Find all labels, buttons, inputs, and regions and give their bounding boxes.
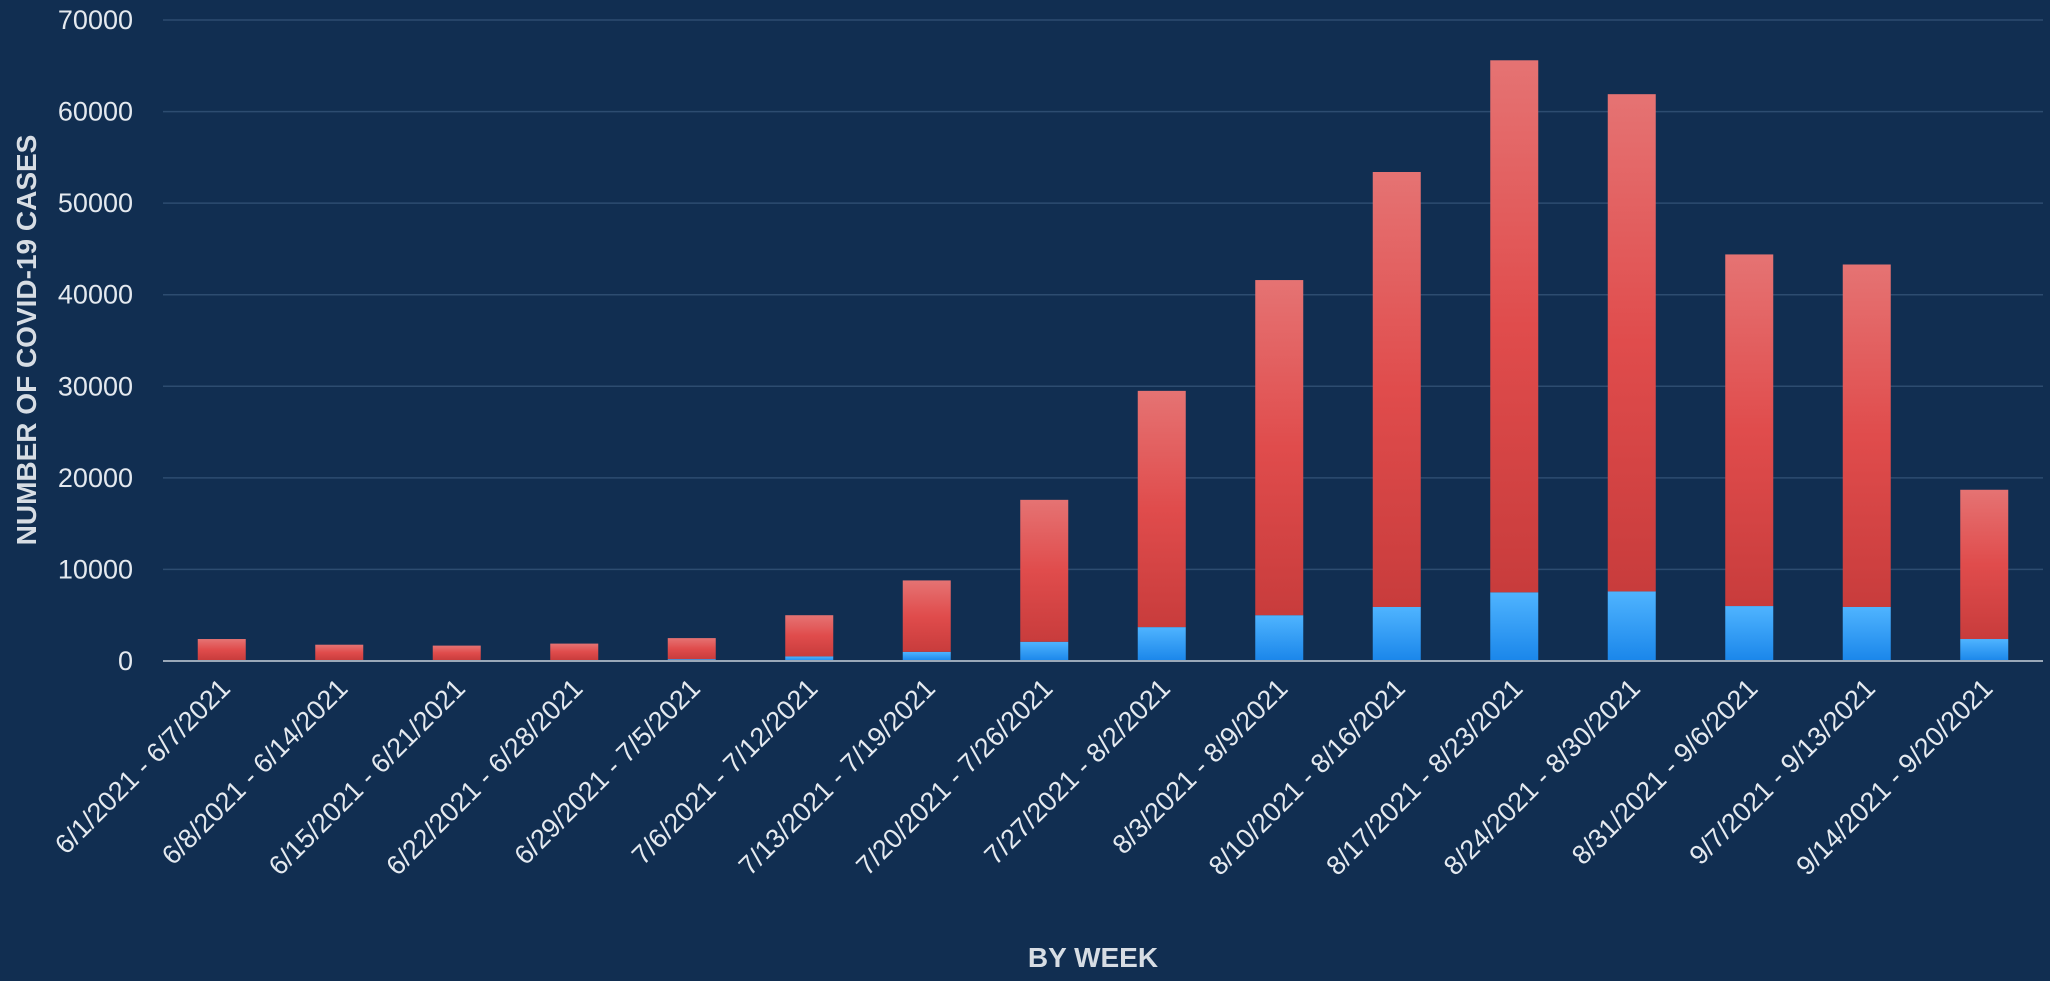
bar-segment-series-1 [1137,627,1186,661]
bar-segment-series-2 [315,644,364,661]
y-tick-label: 10000 [58,554,133,584]
bar-segment-series-1 [1842,606,1891,661]
y-tick-label: 60000 [58,97,133,127]
bar-segment-series-2 [902,580,951,652]
y-tick-label: 0 [118,646,133,676]
x-tick-label: 9/14/2021 - 9/20/2021 [1790,673,1998,881]
x-tick-label: 7/20/2021 - 7/26/2021 [850,673,1058,881]
y-tick-label: 50000 [58,188,133,218]
gridlines [163,19,2043,571]
bar-segment-series-2 [1842,264,1891,607]
x-tick-label: 8/24/2021 - 8/30/2021 [1438,673,1646,881]
bars [197,60,2009,661]
x-tick-label: 8/17/2021 - 8/23/2021 [1320,673,1528,881]
bar-segment-series-1 [1607,591,1656,661]
bar-segment-series-2 [1607,94,1656,592]
x-tick-label: 6/22/2021 - 6/28/2021 [380,673,588,881]
y-tick-label: 30000 [58,371,133,401]
bar-segment-series-2 [197,639,246,661]
bar-segment-series-1 [1960,639,2009,661]
bar-segment-series-2 [1372,172,1421,607]
x-tick-label: 6/15/2021 - 6/21/2021 [263,673,471,881]
y-axis-title: NUMBER OF COVID-19 CASES [11,135,42,546]
bar-segment-series-1 [1020,641,1069,661]
bar-segment-series-2 [1490,60,1539,593]
x-axis-title: BY WEEK [1028,942,1158,973]
bar-segment-series-2 [1137,390,1186,628]
bar-segment-series-2 [432,645,481,661]
bar-segment-series-2 [667,638,716,660]
bar-segment-series-1 [1490,592,1539,661]
bar-segment-series-1 [1725,606,1774,661]
bar-segment-series-2 [1725,254,1774,607]
y-tick-label: 40000 [58,280,133,310]
x-tick-label: 7/13/2021 - 7/19/2021 [733,673,941,881]
bar-segment-series-2 [1960,489,2009,640]
bar-segment-series-1 [1372,606,1421,661]
y-tick-labels: 0 10000 20000 30000 40000 50000 60000 70000 [58,5,133,676]
bar-segment-series-2 [550,643,599,661]
bar-segment-series-2 [1020,499,1069,642]
x-tick-label: 8/10/2021 - 8/16/2021 [1203,673,1411,881]
bar-segment-series-1 [785,656,834,661]
bar-segment-series-1 [902,651,951,661]
bar-segment-series-2 [785,615,834,657]
bar-segment-series-2 [1255,280,1304,616]
y-tick-label: 70000 [58,5,133,35]
bar-segment-series-1 [1255,615,1304,661]
y-tick-label: 20000 [58,463,133,493]
